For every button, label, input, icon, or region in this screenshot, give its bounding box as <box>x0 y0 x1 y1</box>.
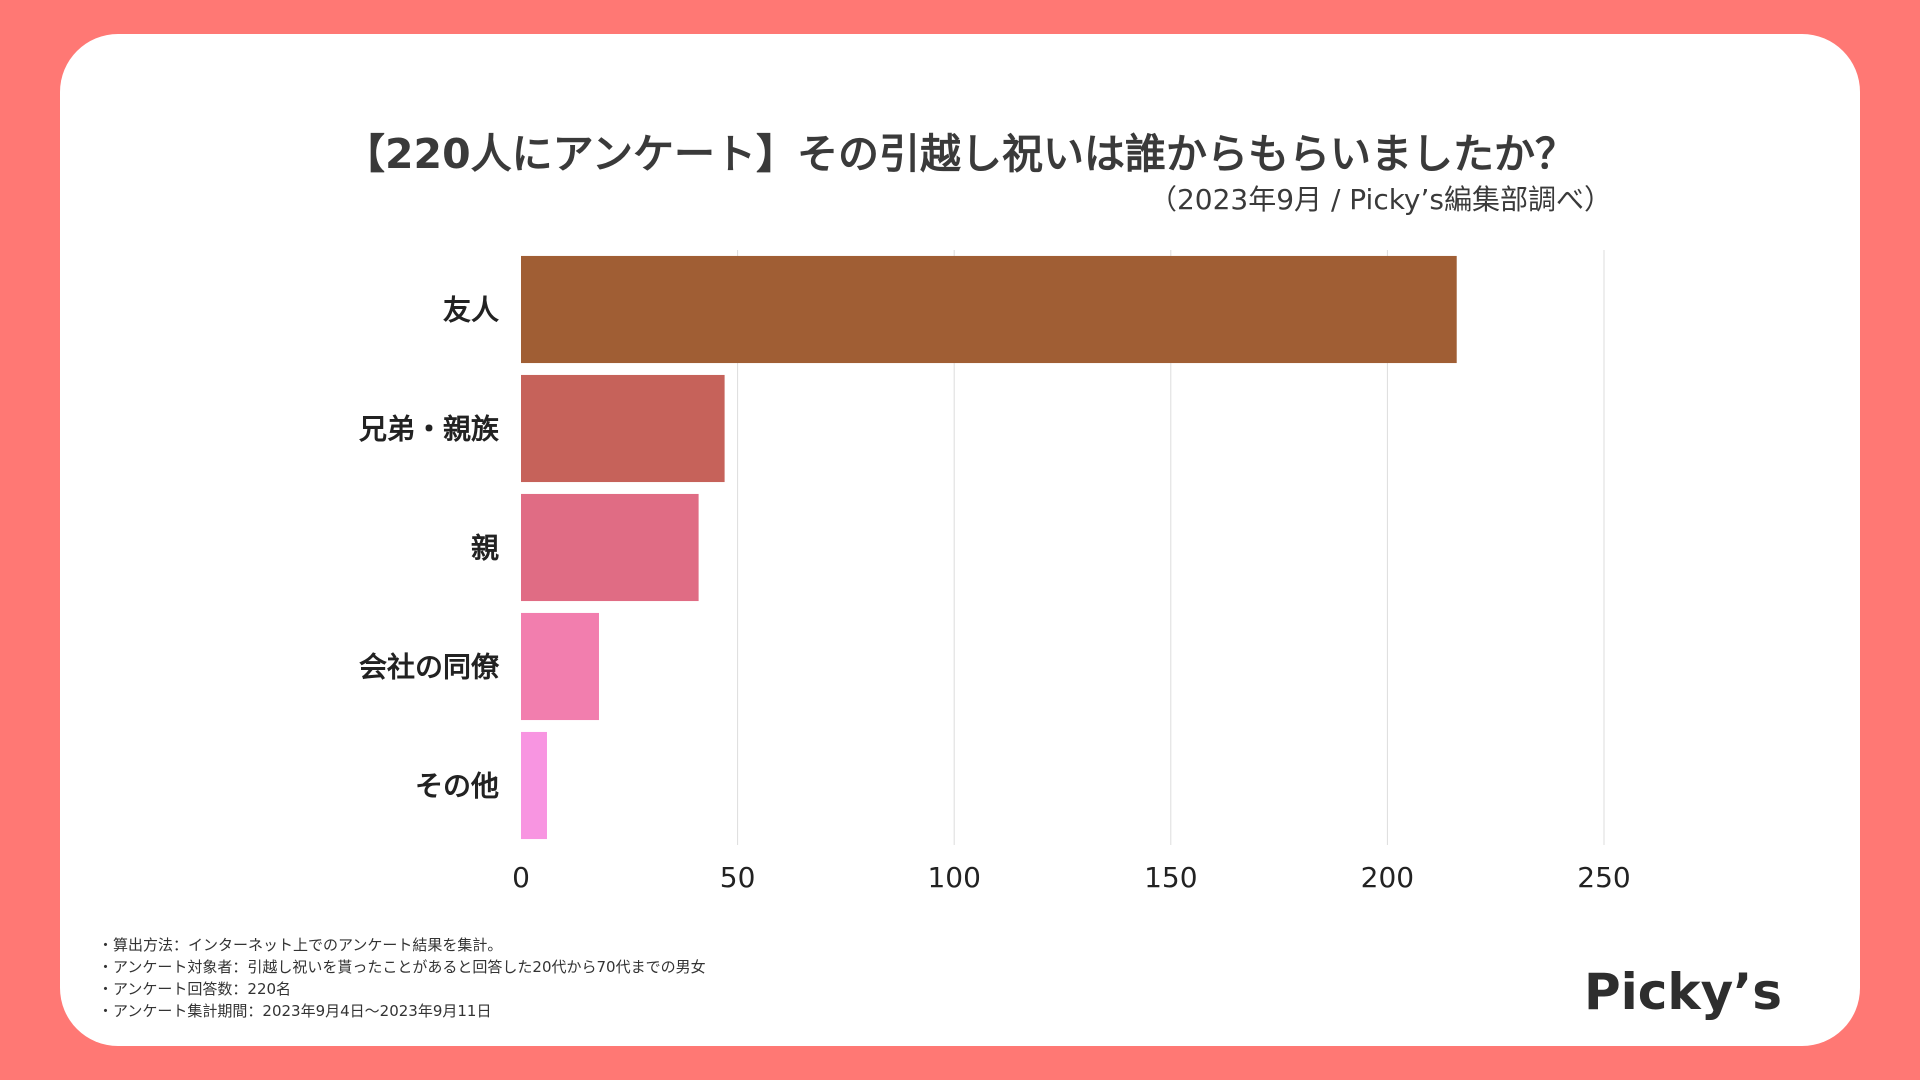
bar-3 <box>521 612 599 721</box>
category-label-1: 兄弟・親族 <box>359 413 500 446</box>
category-label-3: 会社の同僚 <box>359 651 500 684</box>
picky-logo: Picky’s <box>1583 963 1782 1021</box>
x-tick-label-250: 250 <box>1577 861 1630 894</box>
chart-card <box>60 34 1860 1046</box>
x-tick-label-100: 100 <box>927 861 980 894</box>
note-period: ・アンケート集計期間：2023年9月4日〜2023年9月11日 <box>98 1002 492 1020</box>
category-label-0: 友人 <box>443 294 499 327</box>
category-label-2: 親 <box>471 532 499 565</box>
bar-4 <box>521 731 547 840</box>
note-method: ・算出方法：インターネット上でのアンケート結果を集計。 <box>98 936 503 954</box>
bar-2 <box>521 493 699 602</box>
bar-1 <box>521 374 725 483</box>
bar-0 <box>521 255 1457 364</box>
category-label-4: その他 <box>415 770 499 803</box>
chart-title: 【220人にアンケート】その引越し祝いは誰からもらいましたか？ <box>344 130 1576 178</box>
note-target: ・アンケート対象者：引越し祝いを貰ったことがあると回答した20代から70代までの… <box>98 958 706 976</box>
x-tick-label-0: 0 <box>512 861 530 894</box>
note-count: ・アンケート回答数：220名 <box>98 980 292 998</box>
x-tick-label-200: 200 <box>1361 861 1414 894</box>
survey-notes: ・算出方法：インターネット上でのアンケート結果を集計。 ・アンケート対象者：引越… <box>98 934 706 1022</box>
x-tick-label-150: 150 <box>1144 861 1197 894</box>
x-tick-label-50: 50 <box>720 861 756 894</box>
chart-subtitle: （2023年9月 / Picky’s編集部調べ） <box>1148 183 1612 216</box>
